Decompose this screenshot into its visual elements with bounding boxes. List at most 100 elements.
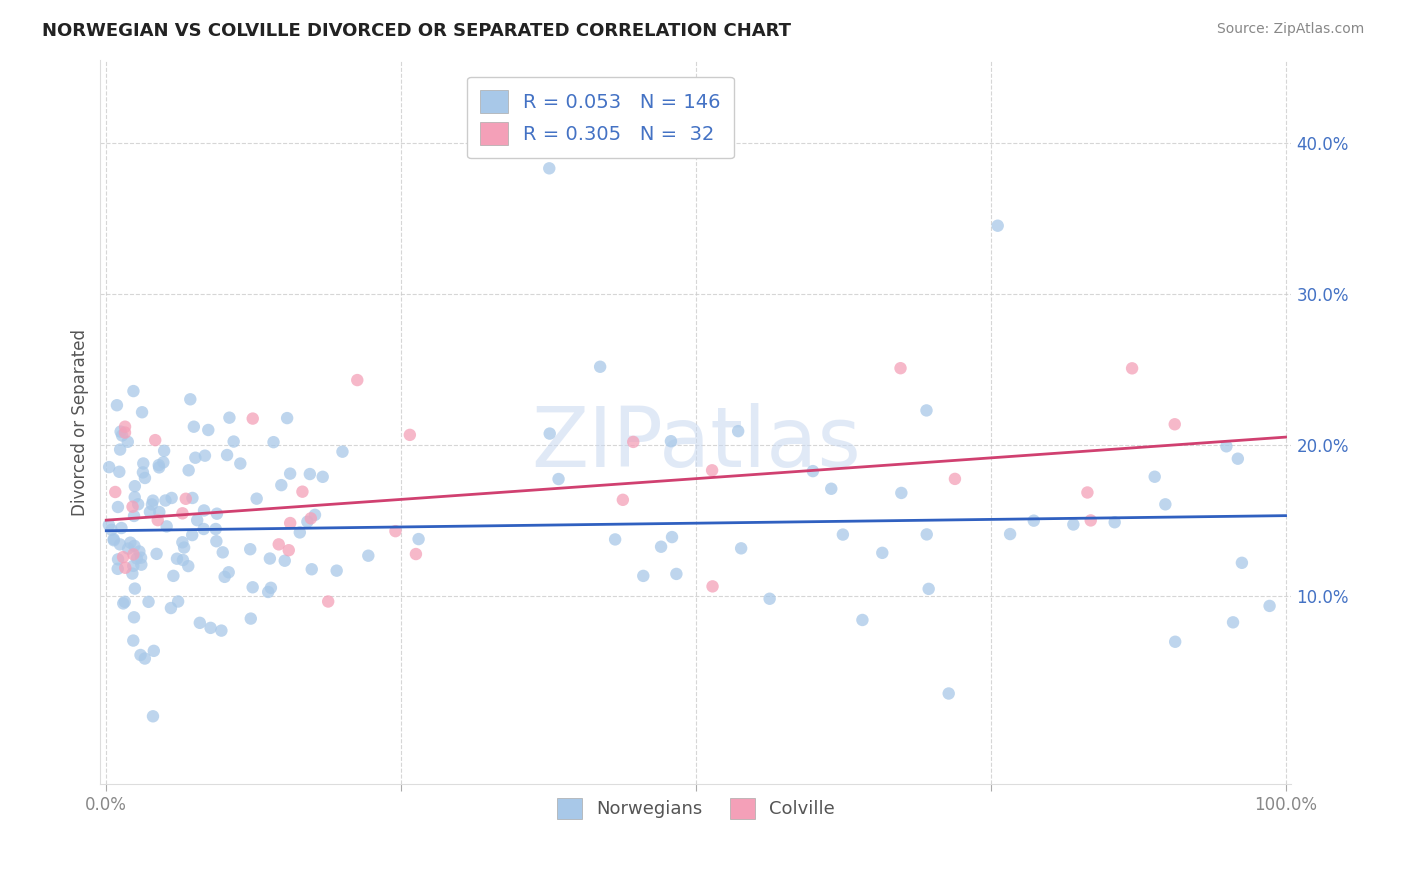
Point [104,485,127,500]
Point [889,361,911,376]
Point [702,579,724,593]
Point [122,508,145,523]
Point [188,615,211,630]
Point [193,522,215,536]
Point [121,500,143,514]
Point [277,543,299,558]
Point [98,460,121,475]
Point [915,527,938,541]
Point [181,528,204,542]
Point [114,595,136,609]
Point [589,359,612,374]
Point [122,384,145,398]
Point [205,534,228,549]
Point [758,591,780,606]
Point [172,535,194,549]
Legend: Norwegians, Colville: Norwegians, Colville [550,791,842,826]
Point [1154,497,1177,511]
Point [222,434,245,449]
Point [139,505,162,519]
Point [153,443,176,458]
Point [205,507,228,521]
Point [1164,634,1187,648]
Point [145,547,167,561]
Point [174,491,197,506]
Point [1143,469,1166,483]
Point [177,463,200,477]
Point [943,472,966,486]
Point [167,594,190,608]
Point [121,566,143,581]
Point [267,537,290,551]
Point [730,541,752,556]
Point [1222,615,1244,630]
Point [665,566,688,581]
Point [177,559,200,574]
Point [105,398,128,412]
Point [605,533,627,547]
Point [239,542,262,557]
Point [122,610,145,624]
Point [127,497,149,511]
Point [398,428,420,442]
Point [260,581,283,595]
Point [301,562,323,576]
Point [148,458,170,472]
Point [218,566,240,580]
Point [184,450,207,465]
Point [148,460,170,475]
Point [107,552,129,566]
Point [276,411,298,425]
Point [120,535,142,549]
Point [152,455,174,469]
Point [194,449,217,463]
Point [138,595,160,609]
Point [111,428,134,442]
Point [278,516,301,530]
Point [181,491,204,505]
Point [1226,451,1249,466]
Point [214,570,236,584]
Point [1062,517,1084,532]
Point [239,612,262,626]
Point [132,466,155,480]
Point [160,491,183,505]
Point [215,448,238,462]
Point [408,532,430,546]
Point [193,503,215,517]
Point [274,554,297,568]
Point [700,463,723,477]
Point [108,442,131,457]
Point [938,686,960,700]
Point [122,558,145,573]
Point [132,457,155,471]
Point [727,424,749,438]
Point [162,569,184,583]
Text: ZIPatlas: ZIPatlas [531,403,860,484]
Point [332,444,354,458]
Point [242,580,264,594]
Point [325,564,347,578]
Point [186,513,208,527]
Point [197,423,219,437]
Point [114,419,136,434]
Point [312,470,335,484]
Point [131,558,153,572]
Point [915,403,938,417]
Point [357,549,380,563]
Point [129,550,152,565]
Point [1104,515,1126,529]
Point [288,525,311,540]
Point [103,533,125,548]
Point [114,560,136,574]
Point [97,517,120,532]
Point [114,425,136,440]
Point [304,508,326,522]
Point [998,527,1021,541]
Point [204,522,226,536]
Point [218,410,240,425]
Point [633,569,655,583]
Point [538,426,561,441]
Point [890,486,912,500]
Point [297,515,319,529]
